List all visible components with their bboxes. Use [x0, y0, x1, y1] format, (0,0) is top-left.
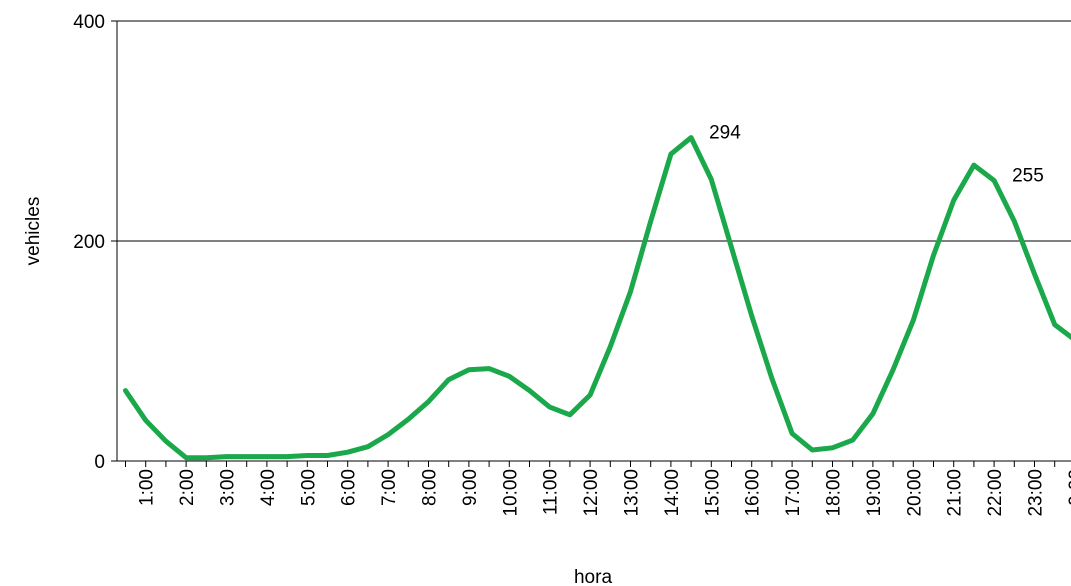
x-tick-label: 5:00 [298, 469, 319, 506]
x-tick-label: 19:00 [864, 469, 885, 517]
x-tick-label: 22:00 [985, 469, 1006, 517]
x-tick-label: 7:00 [379, 469, 400, 506]
x-tick-label: 3:00 [218, 469, 239, 506]
y-tick-labels: 0 200 400 [73, 12, 105, 473]
x-axis-title: hora [574, 567, 612, 586]
grid-lines [117, 20, 1071, 242]
y-axis-title: vehicles [23, 197, 44, 266]
y-tick-label-400: 400 [73, 12, 105, 33]
x-tick-labels: 1:00 2:00 3:00 4:00 5:00 6:00 7:00 8:00 9:00 10:0… [137, 469, 1071, 517]
series-line-0 [123, 135, 1071, 461]
data-labels: 294 255 [709, 123, 1044, 187]
x-tick-label: 4:00 [258, 469, 279, 506]
x-tick-label: 20:00 [904, 469, 925, 517]
x-tick-label: 16:00 [743, 469, 764, 517]
x-tick-label: 12:00 [581, 469, 602, 517]
x-tick-label: 8:00 [420, 469, 441, 506]
series-layer [123, 135, 1071, 461]
x-tick-label: 10:00 [500, 469, 521, 517]
y-tick-label-200: 200 [73, 232, 105, 253]
x-tick-label: 11:00 [541, 469, 562, 515]
data-label: 255 [1012, 166, 1044, 187]
x-tick-label: 17:00 [783, 469, 804, 517]
axes [111, 20, 1071, 467]
x-tick-label: 1:00 [137, 469, 158, 506]
x-tick-label: 2:00 [177, 469, 198, 506]
x-tick-label: 15:00 [702, 469, 723, 517]
x-tick-label: 9:00 [460, 469, 481, 506]
x-tick-label: 13:00 [622, 469, 643, 517]
y-tick-label-0: 0 [94, 452, 105, 473]
x-tick-label: 18:00 [824, 469, 845, 517]
x-tick-label: 23:00 [1026, 469, 1047, 517]
data-label: 294 [709, 123, 741, 144]
x-tick-label: 6:00 [339, 469, 360, 506]
x-tick-label: 0:00 [1066, 469, 1071, 506]
x-tick-label: 14:00 [662, 469, 683, 517]
x-tick-label: 21:00 [945, 469, 966, 517]
